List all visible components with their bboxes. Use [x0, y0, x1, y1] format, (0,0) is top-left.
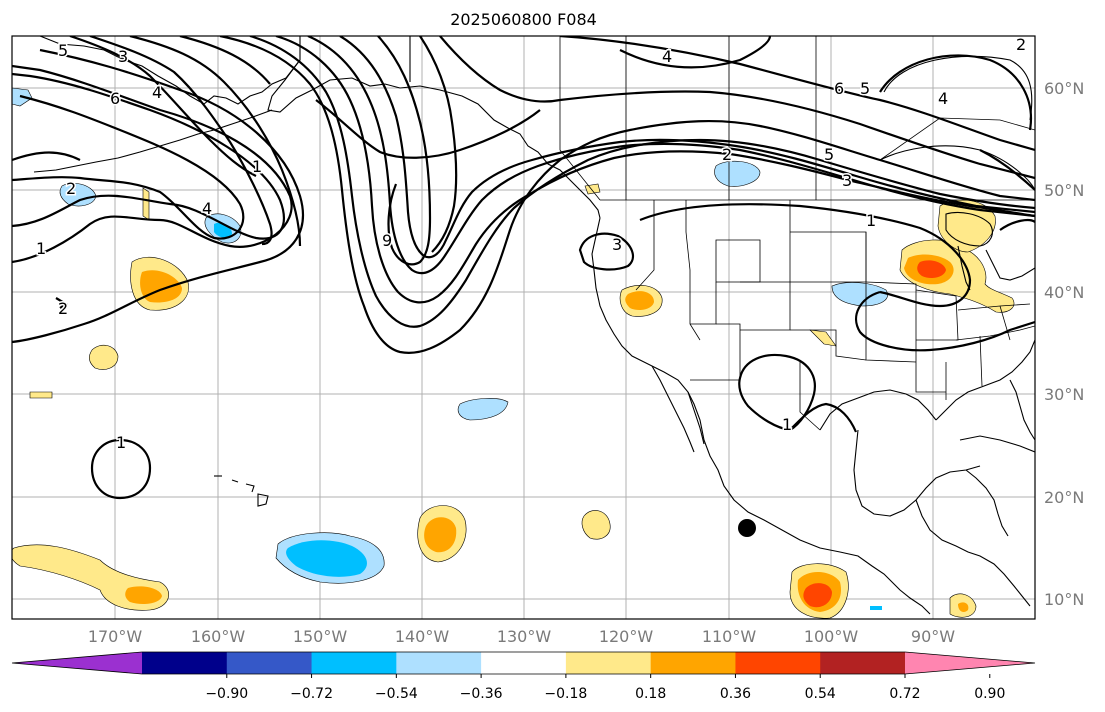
contour-label: 3 — [118, 47, 128, 66]
latitude-labels: 60°N 50°N 40°N 30°N 20°N 10°N — [1044, 79, 1084, 609]
colorbar-segment — [226, 652, 313, 674]
colorbar-segment — [735, 652, 821, 674]
coastlines — [33, 36, 1035, 615]
contour-label: 1 — [116, 433, 126, 452]
colorbar-segment — [396, 652, 482, 674]
contour-label: 1 — [36, 239, 46, 258]
colorbar-outline — [11, 651, 1036, 675]
lat-label: 30°N — [1044, 385, 1084, 404]
lat-label: 10°N — [1044, 590, 1084, 609]
map-frame — [11, 35, 1036, 620]
contour-label: 2 — [66, 179, 76, 198]
contour-labels: 5 3 6 4 1 2 4 1 2 9 3 4 2 5 3 6 5 4 1 1 … — [35, 35, 1028, 454]
colorbar-extend-min — [12, 652, 142, 674]
colorbar-segment — [650, 652, 736, 674]
contour-label: 6 — [834, 79, 844, 98]
lon-label: 150°W — [293, 627, 348, 646]
contour-lines — [12, 36, 1035, 500]
lon-label: 160°W — [191, 627, 246, 646]
contour-label: 4 — [662, 47, 672, 66]
colorbar-extend-max — [905, 652, 1035, 674]
contour-label: 9 — [382, 231, 392, 250]
colorbar-segment — [311, 652, 397, 674]
lon-label: 130°W — [497, 627, 552, 646]
lon-label: 100°W — [804, 627, 859, 646]
marker-dot — [738, 519, 756, 537]
contour-label: 6 — [110, 89, 120, 108]
contour-label: 1 — [252, 157, 262, 176]
contour-label: 5 — [58, 41, 68, 60]
lat-label: 20°N — [1044, 488, 1084, 507]
colorbar-tick-label: −0.90 — [205, 686, 248, 702]
colorbar-segment — [481, 652, 567, 674]
lon-label: 90°W — [911, 627, 955, 646]
lat-label: 50°N — [1044, 181, 1084, 200]
colorbar-tick-label: 0.36 — [720, 686, 751, 702]
colorbar-tick-label: 0.90 — [974, 686, 1005, 702]
contour-label: 3 — [612, 235, 622, 254]
map-title: 2025060800 F084 — [450, 10, 597, 29]
lat-label: 60°N — [1044, 79, 1084, 98]
colorbar-segment — [565, 652, 652, 674]
lon-label: 170°W — [88, 627, 143, 646]
contour-label: 5 — [860, 79, 870, 98]
contour-label: 4 — [202, 199, 212, 218]
contour-label: 1 — [866, 211, 876, 230]
longitude-labels: 170°W 160°W 150°W 140°W 130°W 120°W 110°… — [88, 627, 955, 646]
colorbar-tick-label: −0.36 — [460, 686, 503, 702]
lon-label: 140°W — [395, 627, 450, 646]
lon-label: 110°W — [702, 627, 757, 646]
lat-label: 40°N — [1044, 283, 1084, 302]
contour-label: 4 — [938, 89, 948, 108]
contour-label: 2 — [1016, 35, 1026, 54]
contour-label: 2 — [58, 299, 68, 318]
contour-label: 1 — [782, 415, 792, 434]
lon-label: 120°W — [599, 627, 654, 646]
colorbar-tick-label: 0.18 — [635, 686, 666, 702]
contour-label: 2 — [722, 145, 732, 164]
colorbar-tick-label: −0.18 — [544, 686, 587, 702]
contour-label: 4 — [152, 83, 162, 102]
colorbar-tick-label: −0.72 — [290, 686, 333, 702]
colorbar: −0.90 −0.72 −0.54 −0.36 −0.18 0.18 0.36 0.54 0.7… — [11, 651, 1036, 702]
colorbar-tick-label: −0.54 — [375, 686, 418, 702]
colorbar-segment — [142, 652, 228, 674]
state-borders — [635, 200, 1035, 431]
contour-label: 5 — [824, 145, 834, 164]
colorbar-segment — [820, 652, 906, 674]
contour-label: 3 — [842, 171, 852, 190]
colorbar-tick-label: 0.72 — [889, 686, 920, 702]
colorbar-tick-label: 0.54 — [805, 686, 836, 702]
shaded-regions — [12, 87, 1015, 619]
